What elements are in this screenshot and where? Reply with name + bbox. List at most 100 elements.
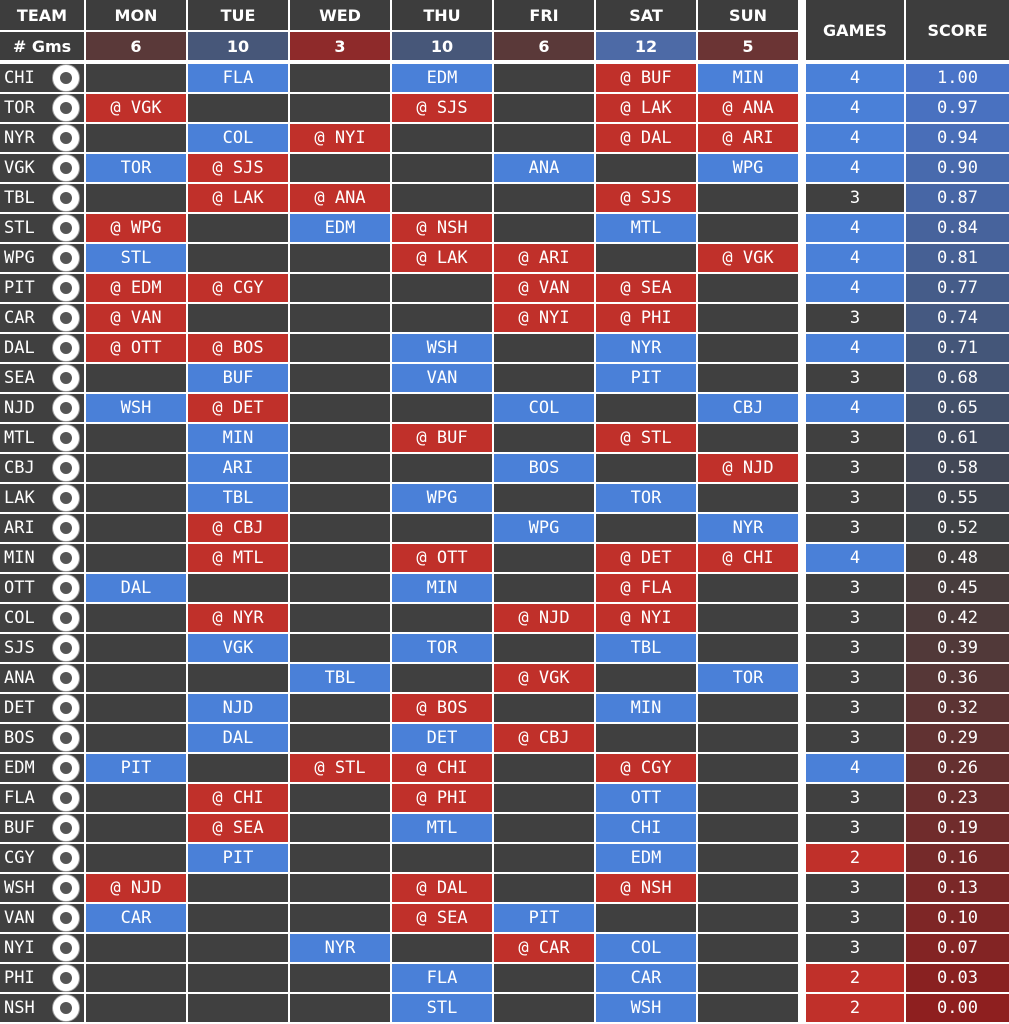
- empty-cell: [596, 394, 696, 422]
- games-count: 3: [806, 454, 904, 482]
- empty-cell: [86, 934, 186, 962]
- team-logo: [52, 394, 80, 422]
- gms-count: 10: [188, 32, 288, 60]
- score: 0.97: [906, 94, 1009, 122]
- away-game: @ CGY: [596, 754, 696, 782]
- team-abbr: SJS: [4, 638, 35, 658]
- home-game: CAR: [86, 904, 186, 932]
- empty-cell: [392, 154, 492, 182]
- empty-cell: [698, 814, 798, 842]
- empty-cell: [596, 664, 696, 692]
- empty-cell: [188, 994, 288, 1022]
- empty-cell: [392, 124, 492, 152]
- team-abbr: VAN: [4, 908, 35, 928]
- team-logo: [52, 244, 80, 272]
- away-game: @ SJS: [188, 154, 288, 182]
- games-count: 4: [806, 274, 904, 302]
- team-abbr: COL: [4, 608, 35, 628]
- away-game: @ STL: [596, 424, 696, 452]
- team-abbr: BOS: [4, 728, 35, 748]
- empty-cell: [392, 844, 492, 872]
- empty-cell: [290, 64, 390, 92]
- away-game: @ SEA: [392, 904, 492, 932]
- empty-cell: [86, 694, 186, 722]
- empty-cell: [290, 94, 390, 122]
- home-game: DAL: [188, 724, 288, 752]
- empty-cell: [392, 934, 492, 962]
- empty-cell: [290, 334, 390, 362]
- empty-cell: [188, 214, 288, 242]
- team-cell: NJD: [0, 394, 84, 422]
- team-cell: NYI: [0, 934, 84, 962]
- empty-cell: [698, 784, 798, 812]
- score: 0.00: [906, 994, 1009, 1022]
- away-game: @ SJS: [596, 184, 696, 212]
- games-count: 2: [806, 994, 904, 1022]
- team-abbr: NYR: [4, 128, 35, 148]
- empty-cell: [290, 244, 390, 272]
- away-game: @ NJD: [494, 604, 594, 632]
- away-game: @ NJD: [698, 454, 798, 482]
- empty-cell: [188, 304, 288, 332]
- home-game: WPG: [392, 484, 492, 512]
- empty-cell: [290, 784, 390, 812]
- home-game: OTT: [596, 784, 696, 812]
- score: 0.13: [906, 874, 1009, 902]
- games-count: 3: [806, 664, 904, 692]
- empty-cell: [698, 964, 798, 992]
- empty-cell: [290, 814, 390, 842]
- empty-cell: [188, 934, 288, 962]
- score: 0.58: [906, 454, 1009, 482]
- team-abbr: EDM: [4, 758, 35, 778]
- score: 0.03: [906, 964, 1009, 992]
- team-cell: SEA: [0, 364, 84, 392]
- home-game: STL: [86, 244, 186, 272]
- home-game: TOR: [392, 634, 492, 662]
- team-logo: [52, 184, 80, 212]
- empty-cell: [86, 724, 186, 752]
- team-cell: STL: [0, 214, 84, 242]
- team-abbr: CAR: [4, 308, 35, 328]
- column-header: TUE: [188, 0, 288, 30]
- empty-cell: [86, 964, 186, 992]
- score: 0.84: [906, 214, 1009, 242]
- away-game: @ NYI: [596, 604, 696, 632]
- home-game: WSH: [392, 334, 492, 362]
- empty-cell: [596, 904, 696, 932]
- gms-count: 6: [86, 32, 186, 60]
- column-header: FRI: [494, 0, 594, 30]
- away-game: @ FLA: [596, 574, 696, 602]
- team-cell: BOS: [0, 724, 84, 752]
- away-game: @ NYI: [290, 124, 390, 152]
- away-game: @ SEA: [596, 274, 696, 302]
- column-header: MON: [86, 0, 186, 30]
- team-cell: CAR: [0, 304, 84, 332]
- away-game: @ OTT: [86, 334, 186, 362]
- empty-cell: [86, 634, 186, 662]
- away-game: @ CAR: [494, 934, 594, 962]
- empty-cell: [494, 424, 594, 452]
- score: 0.87: [906, 184, 1009, 212]
- home-game: COL: [596, 934, 696, 962]
- team-abbr: FLA: [4, 788, 35, 808]
- score: 0.90: [906, 154, 1009, 182]
- away-game: @ NJD: [86, 874, 186, 902]
- column-header: GAMES: [806, 0, 904, 60]
- empty-cell: [188, 664, 288, 692]
- score: 0.07: [906, 934, 1009, 962]
- team-cell: ARI: [0, 514, 84, 542]
- team-logo: [52, 754, 80, 782]
- away-game: @ NSH: [392, 214, 492, 242]
- team-abbr: NSH: [4, 998, 35, 1018]
- empty-cell: [698, 424, 798, 452]
- empty-cell: [86, 124, 186, 152]
- home-game: TBL: [188, 484, 288, 512]
- team-cell: TBL: [0, 184, 84, 212]
- home-game: VGK: [188, 634, 288, 662]
- away-game: @ ARI: [698, 124, 798, 152]
- empty-cell: [698, 604, 798, 632]
- team-cell: DAL: [0, 334, 84, 362]
- empty-cell: [86, 514, 186, 542]
- home-game: WPG: [698, 154, 798, 182]
